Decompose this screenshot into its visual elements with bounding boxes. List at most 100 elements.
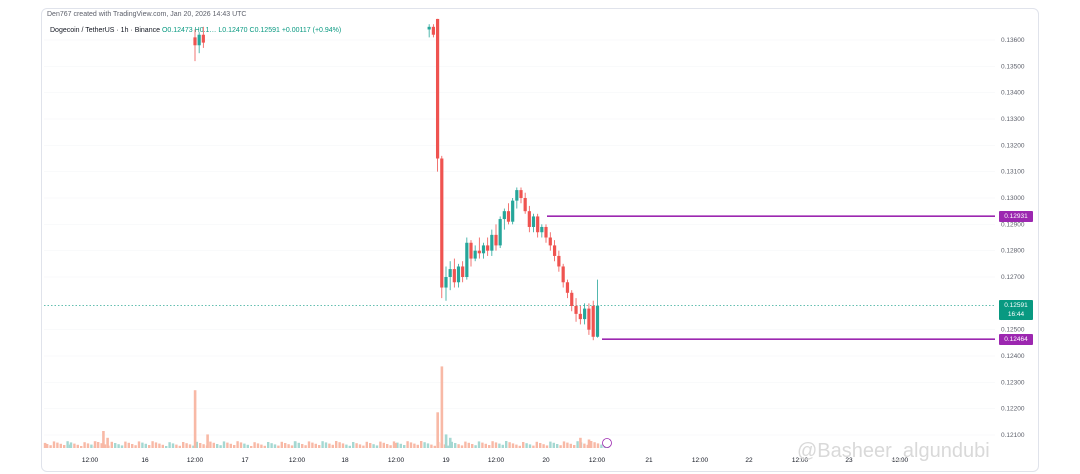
candle-body <box>583 308 587 320</box>
volume-bar <box>73 443 76 448</box>
volume-bar <box>83 442 86 448</box>
volume-bar <box>409 442 413 448</box>
chart-frame[interactable] <box>41 8 1039 472</box>
candle-body <box>565 282 570 293</box>
x-tick-label: 22 <box>745 457 753 464</box>
volume-bar <box>539 443 542 448</box>
volume-bar <box>195 441 198 448</box>
x-tick-label: 12:00 <box>388 457 405 464</box>
volume-bar <box>267 442 270 448</box>
volume-bar <box>90 444 93 448</box>
created-by-text: Den767 created with TradingView.com, Jan… <box>47 11 247 18</box>
y-tick-label: 0.12300 <box>1001 379 1025 386</box>
symbol-legend[interactable]: Dogecoin / TetherUS · 1h · Binance O0.12… <box>50 27 341 34</box>
volume-bar <box>68 444 72 448</box>
x-tick-label: 12:00 <box>488 457 505 464</box>
candle-body <box>540 226 544 233</box>
volume-bar <box>263 445 266 448</box>
y-tick-label: 0.13200 <box>1001 142 1025 149</box>
volume-bar <box>399 443 402 448</box>
x-tick-label: 12:00 <box>289 457 306 464</box>
volume-bar <box>375 445 379 448</box>
candle-body <box>197 34 201 46</box>
volume-bar <box>151 441 154 448</box>
volume-bar <box>454 443 457 448</box>
volume-bar <box>460 445 464 448</box>
volume-bar <box>256 443 260 448</box>
volume-bar <box>260 444 263 448</box>
volume-bar <box>436 412 439 448</box>
level-price-tag: 0.12464 <box>999 333 1033 345</box>
volume-bar <box>154 442 158 448</box>
candle-body <box>452 269 456 283</box>
volume-bar <box>243 443 246 448</box>
x-tick-label: 16 <box>141 457 149 464</box>
volume-bar <box>229 443 232 448</box>
volume-bar <box>528 444 532 448</box>
candle-body <box>502 211 506 220</box>
volume-bar <box>158 443 161 448</box>
volume-bar <box>498 443 501 448</box>
volume-bar <box>161 444 164 448</box>
candle-body <box>570 292 574 306</box>
volume-bar <box>46 444 49 448</box>
candle-body <box>465 242 469 277</box>
volume-bar <box>488 445 491 448</box>
volume-bar <box>450 441 453 448</box>
volume-bar <box>56 442 59 448</box>
volume-bar <box>175 444 178 448</box>
volume-bar <box>403 445 406 448</box>
event-marker-icon <box>602 438 612 448</box>
volume-bar <box>76 444 79 448</box>
volume-bar <box>66 441 69 448</box>
x-tick-label: 23 <box>845 457 853 464</box>
candle-body <box>515 190 519 201</box>
candle-body <box>591 305 595 337</box>
volume-bar <box>573 445 576 448</box>
volume-bar <box>216 444 219 448</box>
volume-bar <box>392 441 396 448</box>
candle-body <box>523 198 527 212</box>
x-tick-label: 12:00 <box>692 457 709 464</box>
volume-bar <box>100 443 103 448</box>
candle-body <box>498 219 502 246</box>
volume-bar <box>284 443 287 448</box>
volume-bar <box>137 441 141 448</box>
volume-bar <box>193 390 197 448</box>
volume-bar <box>106 437 109 448</box>
volume-bar <box>93 441 97 448</box>
volume-bar <box>236 441 239 448</box>
volume-bar <box>124 441 127 448</box>
volume-bar <box>250 446 253 448</box>
volume-bar <box>416 444 419 448</box>
volume-bar <box>328 443 331 448</box>
volume-bar <box>185 443 188 448</box>
volume-bar <box>273 444 277 448</box>
bar-countdown-tag: 16:44 <box>999 309 1033 321</box>
volume-bar <box>222 441 226 448</box>
ohlc-values: O0.12473 H0.1… L0.12470 C0.12591 +0.0011… <box>161 27 342 34</box>
candle-body <box>193 37 197 46</box>
volume-bar <box>423 442 426 448</box>
volume-bar <box>114 443 117 448</box>
volume-bar <box>522 442 525 448</box>
volume-bar <box>120 445 124 448</box>
volume-bar <box>311 442 314 448</box>
volume-bar <box>321 441 324 448</box>
volume-bar <box>117 444 120 448</box>
volume-bar <box>382 442 385 448</box>
volume-bar <box>467 442 470 448</box>
volume-bar <box>239 442 243 448</box>
volume-bar <box>110 441 113 448</box>
candle-body <box>201 34 205 43</box>
volume-bar <box>562 441 566 448</box>
volume-bar <box>226 442 229 448</box>
volume-bar <box>341 443 345 448</box>
candle-body <box>444 277 448 288</box>
candle-body <box>461 266 465 277</box>
x-tick-label: 12:00 <box>82 457 99 464</box>
y-tick-label: 0.12800 <box>1001 248 1025 255</box>
volume-bar <box>566 442 569 448</box>
